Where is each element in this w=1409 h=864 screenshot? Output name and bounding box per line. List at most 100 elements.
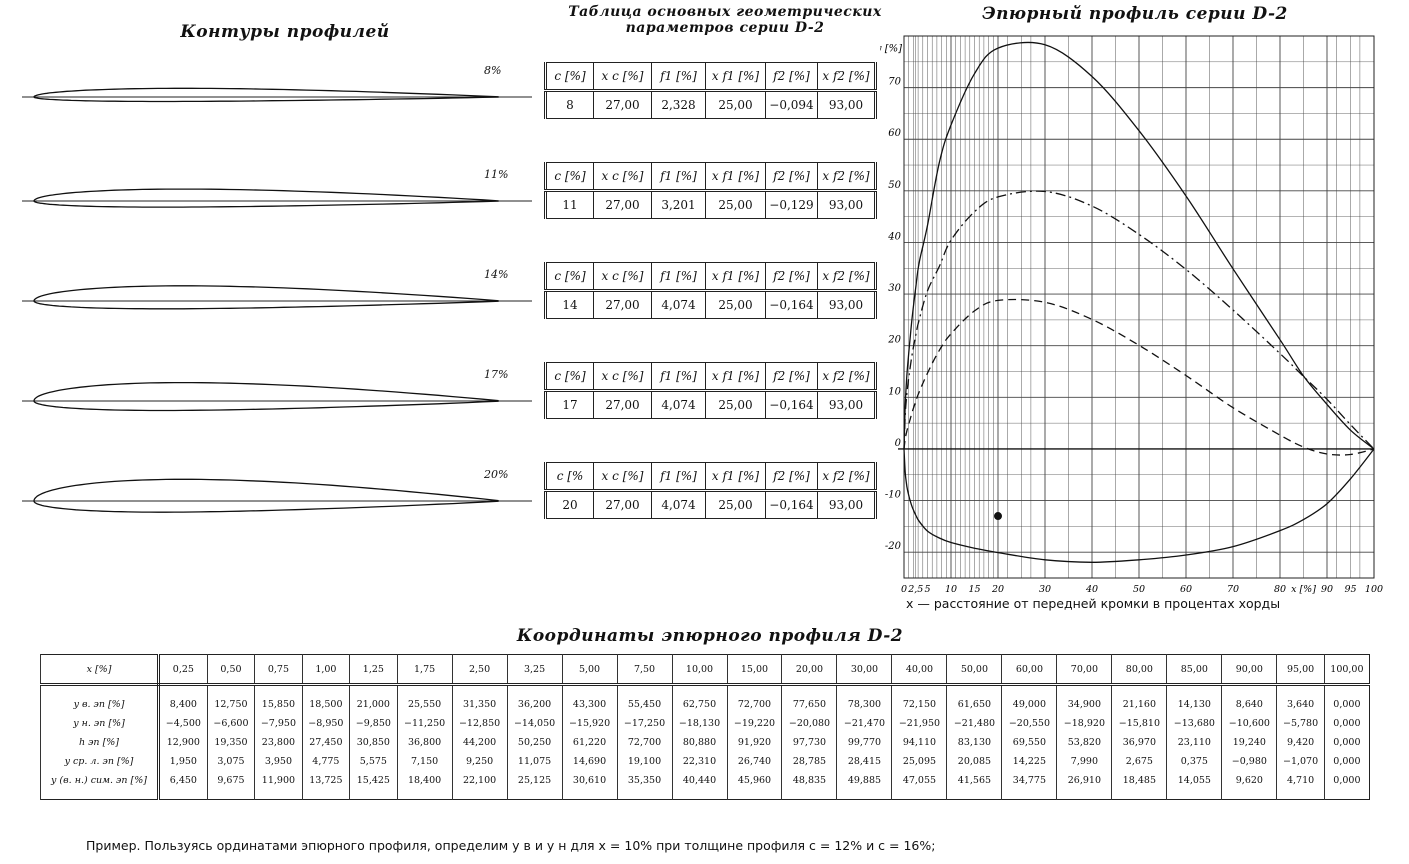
coords-column-header: 95,00 xyxy=(1276,654,1325,686)
coords-column-header: 70,00 xyxy=(1056,654,1112,686)
param-value-cell: 93,00 xyxy=(817,490,876,519)
profile-contour xyxy=(22,381,532,412)
coords-cell: 0,000 xyxy=(1323,770,1370,790)
param-header-cell: f1 [%] xyxy=(651,262,706,292)
coords-row: h эп [%] 12,900 19,350 23,800 27,450 30,850 36… xyxy=(40,732,1370,752)
param-header-cell: x f1 [%] xyxy=(705,362,766,392)
coords-column-header: 0,75 xyxy=(254,654,303,686)
coords-column-header: 5,00 xyxy=(561,654,618,686)
coords-cell: −21,950 xyxy=(891,713,947,733)
coords-cell: 91,920 xyxy=(726,732,782,752)
coords-cell: −0,980 xyxy=(1221,751,1277,771)
x-tick-label: 15 xyxy=(968,584,980,595)
coords-cell: 18,485 xyxy=(1111,770,1167,790)
param-header-cell: x f1 [%] xyxy=(705,262,766,292)
coords-cell: −20,080 xyxy=(781,713,837,733)
coords-cell: 3,075 xyxy=(206,751,255,771)
param-header-cell: f1 [%] xyxy=(651,62,706,92)
coords-cell: 9,620 xyxy=(1221,770,1277,790)
param-value-cell: 4,074 xyxy=(651,490,706,519)
x-tick-label: 90 xyxy=(1321,584,1333,595)
coords-cell: 4,775 xyxy=(301,751,350,771)
coords-cell: −5,780 xyxy=(1276,713,1325,733)
x-tick-label: 60 xyxy=(1180,584,1192,595)
coords-cell: 9,420 xyxy=(1276,732,1325,752)
param-table: c [% x c [%] f1 [%] x f1 [%] f2 [%] x f2 [%] 2… xyxy=(544,462,877,519)
coords-cell: 36,800 xyxy=(396,732,453,752)
param-value-cell: 3,201 xyxy=(651,190,706,219)
coords-cell: 5,575 xyxy=(349,751,398,771)
param-value-cell: 93,00 xyxy=(817,90,876,119)
x-tick-label: 0 xyxy=(901,584,907,595)
coords-cell: 19,350 xyxy=(206,732,255,752)
coords-cell: 7,990 xyxy=(1056,751,1112,771)
param-value-cell: 11 xyxy=(545,190,594,219)
coords-cell: 72,700 xyxy=(616,732,673,752)
y-tick-label: 60 xyxy=(888,128,901,139)
coords-cell: 21,000 xyxy=(349,694,398,714)
coords-cell: 25,095 xyxy=(891,751,947,771)
profile-contours xyxy=(22,87,532,513)
coords-cell: 23,110 xyxy=(1166,732,1222,752)
coords-cell: −18,130 xyxy=(671,713,727,733)
param-table: c [%] x c [%] f1 [%] x f1 [%] f2 [%] x f2 [%]… xyxy=(544,162,877,219)
param-table: c [%] x c [%] f1 [%] x f1 [%] f2 [%] x f2 [%]… xyxy=(544,262,877,319)
plot-frame xyxy=(903,35,1375,579)
param-header-cell: x c [%] xyxy=(593,262,652,292)
param-header-cell: x c [%] xyxy=(593,362,652,392)
coords-column-header: 3,25 xyxy=(506,654,563,686)
coords-cell: −10,600 xyxy=(1221,713,1277,733)
param-value-cell: 25,00 xyxy=(705,490,766,519)
param-header-cell: c [%] xyxy=(545,62,594,92)
profile-outline xyxy=(33,478,499,513)
coords-cell: 78,300 xyxy=(836,694,892,714)
x-tick-label: x [%] xyxy=(1291,584,1316,595)
coords-cell: 25,550 xyxy=(396,694,453,714)
coords-cell: −4,500 xyxy=(158,713,208,733)
y-tick-label: 40 xyxy=(887,231,901,242)
coords-cell: 72,150 xyxy=(891,694,947,714)
coords-cell: 26,740 xyxy=(726,751,782,771)
param-table: c [%] x c [%] f1 [%] x f1 [%] f2 [%] x f2 [%]… xyxy=(544,362,877,419)
coords-cell: −15,920 xyxy=(561,713,618,733)
contours-title: Контуры профилей xyxy=(180,22,390,42)
coords-cell: 30,610 xyxy=(561,770,618,790)
coords-cell: 11,900 xyxy=(254,770,303,790)
param-header-cell: f1 [%] xyxy=(651,362,706,392)
param-value-cell: 27,00 xyxy=(593,90,652,119)
param-header-cell: c [%] xyxy=(545,362,594,392)
param-header-cell: c [%] xyxy=(545,262,594,292)
coords-cell: 11,075 xyxy=(506,751,563,771)
coords-cell: −6,600 xyxy=(206,713,255,733)
param-value-cell: 4,074 xyxy=(651,390,706,419)
coords-cell: 25,125 xyxy=(506,770,563,790)
y-tick-label: 30 xyxy=(888,283,901,294)
x-tick-label: 95 xyxy=(1344,584,1356,595)
coords-cell: 0,375 xyxy=(1166,751,1222,771)
chart-title: Эпюрный профиль серии D-2 xyxy=(982,4,1288,24)
coords-cell: −14,050 xyxy=(506,713,563,733)
coords-cell: 62,750 xyxy=(671,694,727,714)
coords-cell: 9,675 xyxy=(206,770,255,790)
coords-cell: 34,900 xyxy=(1056,694,1112,714)
coords-cell: 30,850 xyxy=(349,732,398,752)
coords-column-header: 10,00 xyxy=(671,654,727,686)
y-tick-label: -20 xyxy=(885,541,902,552)
coords-cell: 0,000 xyxy=(1323,713,1370,733)
coords-cell: 3,950 xyxy=(254,751,303,771)
coords-cell: 12,900 xyxy=(158,732,208,752)
coords-cell: −17,250 xyxy=(616,713,673,733)
coords-cell: 14,690 xyxy=(561,751,618,771)
profile-label: 17% xyxy=(484,368,509,381)
coords-cell: 26,910 xyxy=(1056,770,1112,790)
coords-cell: 49,885 xyxy=(836,770,892,790)
coords-cell: 18,500 xyxy=(301,694,350,714)
param-value-cell: 93,00 xyxy=(817,290,876,319)
x-tick-label: 30 xyxy=(1039,584,1051,595)
coords-cell: 99,770 xyxy=(836,732,892,752)
coords-cell: 15,850 xyxy=(254,694,303,714)
coords-row: y в. эп [%] 8,400 12,750 15,850 18,500 21,000… xyxy=(40,694,1370,714)
coords-cell: −7,950 xyxy=(254,713,303,733)
param-value-cell: −0,129 xyxy=(765,190,818,219)
